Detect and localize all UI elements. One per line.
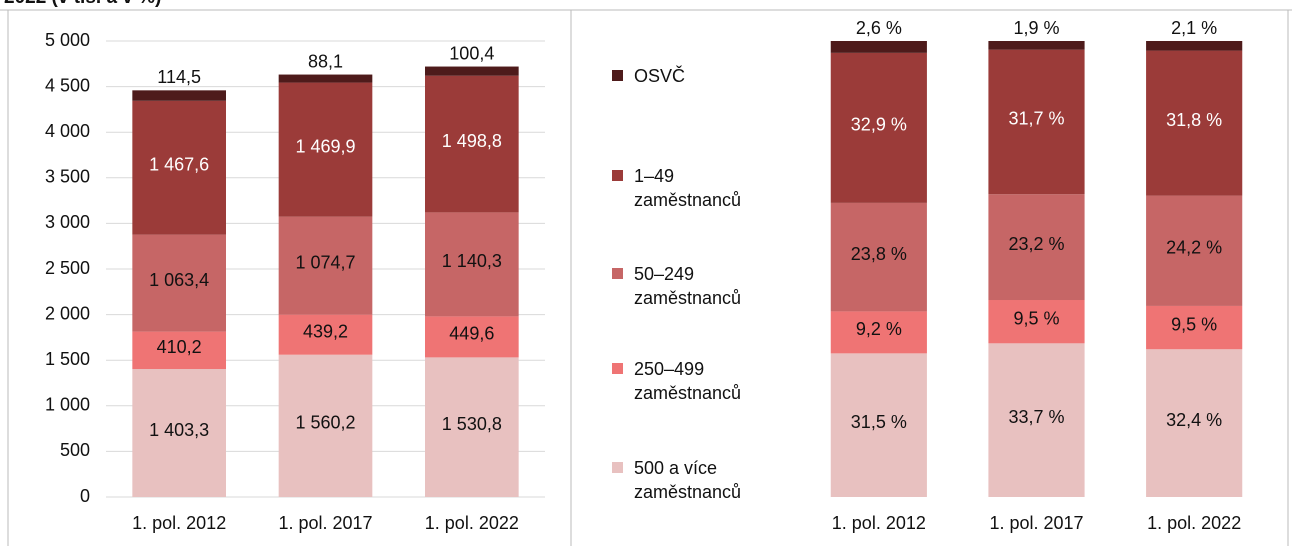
data-label: 32,4 % <box>1166 410 1222 430</box>
bar-segment <box>830 311 927 354</box>
data-label: 88,1 <box>308 51 343 71</box>
legend-label: 250–499 zaměstnanců <box>634 359 742 403</box>
y-tick-label: 1 000 <box>45 395 90 415</box>
y-tick-label: 5 000 <box>45 30 90 50</box>
data-label: 100,4 <box>449 43 494 63</box>
data-label: 31,5 % <box>851 412 907 432</box>
data-label: 32,9 % <box>851 115 907 135</box>
y-tick-label: 500 <box>60 440 90 460</box>
bar-segment <box>278 216 373 315</box>
bar-segment <box>278 82 373 217</box>
bar-segment <box>1146 305 1243 350</box>
bar-segment <box>988 300 1085 344</box>
bar-segment <box>1146 41 1243 51</box>
data-label: 1 469,9 <box>295 136 355 156</box>
y-tick-label: 4 000 <box>45 121 90 141</box>
legend-label: 500 a více zaměstnanců <box>634 458 742 502</box>
legend-swatch <box>612 170 623 181</box>
bar-segment <box>132 369 226 497</box>
bar-segment <box>988 49 1085 195</box>
bar-segment <box>132 100 226 235</box>
bar-segment <box>425 66 519 76</box>
bar-segment <box>132 234 226 332</box>
legend-item: 1–49 zaměstnanců <box>612 164 782 212</box>
bar-segment <box>830 41 927 53</box>
x-tick-label: 1. pol. 2012 <box>832 513 926 533</box>
data-label: 31,8 % <box>1166 110 1222 130</box>
bar-segment <box>988 194 1085 301</box>
data-label: 114,5 <box>157 67 201 87</box>
bar-segment <box>425 357 519 497</box>
bar-segment <box>425 75 519 213</box>
legend-swatch <box>612 462 623 473</box>
data-label: 1 560,2 <box>295 413 355 433</box>
x-tick-label: 1. pol. 2017 <box>989 513 1083 533</box>
legend-label: 1–49 zaměstnanců <box>634 166 742 210</box>
bar-segment <box>830 202 927 312</box>
y-tick-label: 2 000 <box>45 303 90 323</box>
bar-segment <box>132 90 226 101</box>
x-tick-label: 1. pol. 2012 <box>132 513 226 533</box>
bar-segment <box>988 343 1085 497</box>
legend-item: 500 a více zaměstnanců <box>612 456 782 504</box>
chart-title: 2022 (v tis. a v %) <box>4 0 161 8</box>
bar-segment <box>425 212 519 317</box>
bar-segment <box>1146 349 1243 497</box>
y-tick-label: 3 000 <box>45 212 90 232</box>
x-tick-label: 1. pol. 2017 <box>278 513 372 533</box>
data-label: 439,2 <box>303 321 348 341</box>
data-label: 2,1 % <box>1171 18 1217 38</box>
data-label: 33,7 % <box>1008 407 1064 427</box>
y-tick-label: 3 500 <box>45 167 90 187</box>
data-label: 1 467,6 <box>149 154 209 174</box>
legend-label: OSVČ <box>634 66 686 86</box>
bar-segment <box>1146 195 1243 306</box>
data-label: 449,6 <box>449 324 494 344</box>
data-label: 1 140,3 <box>442 251 502 271</box>
data-label: 9,2 % <box>856 319 902 339</box>
legend-swatch <box>612 268 623 279</box>
data-label: 410,2 <box>157 337 202 357</box>
data-label: 1 498,8 <box>442 131 502 151</box>
data-label: 9,5 % <box>1013 308 1059 328</box>
data-label: 1 063,4 <box>149 270 209 290</box>
y-tick-label: 2 500 <box>45 258 90 278</box>
y-tick-label: 0 <box>80 486 90 506</box>
y-tick-label: 4 500 <box>45 75 90 95</box>
data-label: 9,5 % <box>1171 314 1217 334</box>
data-label: 24,2 % <box>1166 238 1222 258</box>
bar-segment <box>278 354 373 497</box>
legend-item: OSVČ <box>612 64 782 88</box>
bar-segment <box>278 74 373 83</box>
bar-segment <box>988 41 1085 50</box>
data-label: 23,8 % <box>851 244 907 264</box>
data-label: 1,9 % <box>1013 18 1059 38</box>
x-tick-label: 1. pol. 2022 <box>425 513 519 533</box>
data-label: 1 074,7 <box>295 252 355 272</box>
data-label: 2,6 % <box>856 18 902 38</box>
data-label: 1 403,3 <box>149 420 209 440</box>
legend-swatch <box>612 363 623 374</box>
legend-item: 50–249 zaměstnanců <box>612 262 782 310</box>
data-label: 31,7 % <box>1008 109 1064 129</box>
data-label: 1 530,8 <box>442 414 502 434</box>
y-tick-label: 1 500 <box>45 349 90 369</box>
legend-label: 50–249 zaměstnanců <box>634 264 742 308</box>
bar-segment <box>830 52 927 203</box>
bar-segment <box>1146 50 1243 196</box>
x-tick-label: 1. pol. 2022 <box>1147 513 1241 533</box>
legend-item: 250–499 zaměstnanců <box>612 357 782 405</box>
data-label: 23,2 % <box>1008 234 1064 254</box>
legend-swatch <box>612 70 623 81</box>
bar-segment <box>132 331 226 370</box>
bar-segment <box>425 316 519 358</box>
bar-segment <box>278 314 373 355</box>
bar-segment <box>830 353 927 497</box>
